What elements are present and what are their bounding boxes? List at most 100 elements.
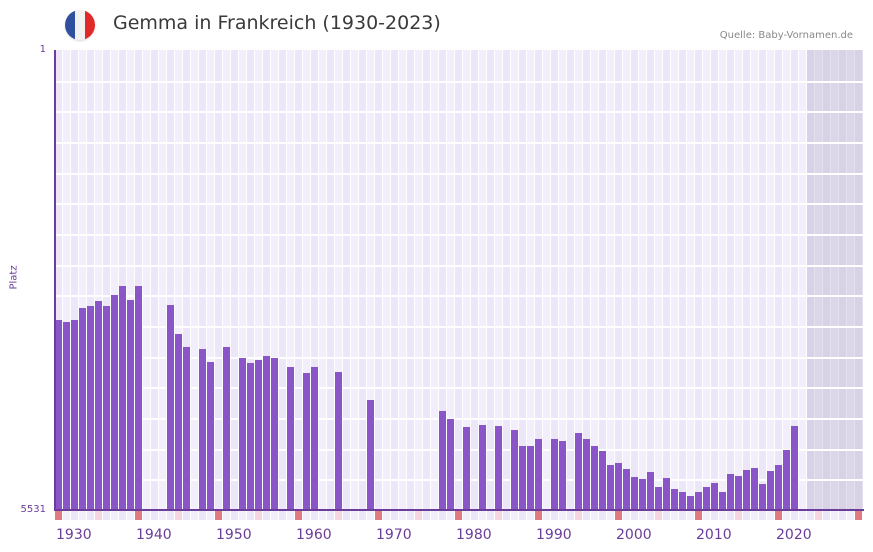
bar-1955[interactable] <box>255 360 262 510</box>
bar-1939[interactable] <box>127 299 134 510</box>
bar-1940[interactable] <box>135 286 142 510</box>
bar-1933[interactable] <box>79 308 86 510</box>
decade-marker <box>695 511 702 520</box>
bar-1987[interactable] <box>511 429 518 510</box>
bar-1969[interactable] <box>367 400 374 510</box>
bar-1979[interactable] <box>447 419 454 510</box>
bar-1989[interactable] <box>527 446 534 510</box>
x-axis-label: 1980 <box>456 527 492 543</box>
bar-2020[interactable] <box>775 465 782 510</box>
bar-2017[interactable] <box>751 468 758 510</box>
bar-1936[interactable] <box>103 306 110 510</box>
grid-column <box>231 50 238 510</box>
bar-1990[interactable] <box>535 439 542 510</box>
year-marker <box>807 511 814 520</box>
bar-1951[interactable] <box>223 346 230 510</box>
bar-1937[interactable] <box>111 294 118 510</box>
bar-1938[interactable] <box>119 286 126 510</box>
bar-1995[interactable] <box>575 432 582 510</box>
bar-1956[interactable] <box>263 356 270 510</box>
bar-1997[interactable] <box>591 446 598 510</box>
bar-1959[interactable] <box>287 367 294 510</box>
bar-1931[interactable] <box>63 322 70 510</box>
bar-1930[interactable] <box>55 320 62 510</box>
bar-2012[interactable] <box>711 482 718 510</box>
bar-1965[interactable] <box>335 372 342 510</box>
bar-2010[interactable] <box>695 491 702 510</box>
bar-1996[interactable] <box>583 439 590 510</box>
bar-2008[interactable] <box>679 491 686 510</box>
year-marker <box>727 511 734 520</box>
bar-1988[interactable] <box>519 446 526 510</box>
bar-1945[interactable] <box>175 334 182 510</box>
bar-2022[interactable] <box>791 426 798 510</box>
bar-1981[interactable] <box>463 426 470 510</box>
bar-1998[interactable] <box>599 451 606 510</box>
grid-column <box>439 50 446 510</box>
bar-2007[interactable] <box>671 488 678 510</box>
bar-2021[interactable] <box>783 450 790 510</box>
bar-1978[interactable] <box>439 411 446 510</box>
decade-marker <box>455 511 462 520</box>
bar-1985[interactable] <box>495 426 502 510</box>
bar-1934[interactable] <box>87 306 94 510</box>
grid-column <box>575 50 582 510</box>
bar-1999[interactable] <box>607 465 614 510</box>
grid-column <box>847 50 854 510</box>
bar-1992[interactable] <box>551 439 558 510</box>
bar-2009[interactable] <box>687 495 694 510</box>
grid-column <box>399 50 406 510</box>
bar-1993[interactable] <box>559 441 566 510</box>
grid-column <box>319 50 326 510</box>
bar-2000[interactable] <box>615 463 622 510</box>
bar-2016[interactable] <box>743 470 750 510</box>
grid-column <box>351 50 358 510</box>
year-marker <box>63 511 70 520</box>
year-marker <box>71 511 78 520</box>
grid-column <box>807 50 814 510</box>
grid-column <box>343 50 350 510</box>
bar-1946[interactable] <box>183 346 190 510</box>
bar-2013[interactable] <box>719 491 726 510</box>
year-marker-strip <box>55 511 863 520</box>
bar-2015[interactable] <box>735 475 742 510</box>
year-marker <box>167 511 174 520</box>
bar-1948[interactable] <box>199 348 206 510</box>
bar-1983[interactable] <box>479 425 486 510</box>
bar-2003[interactable] <box>639 478 646 510</box>
bar-1961[interactable] <box>303 373 310 510</box>
bar-2004[interactable] <box>647 472 654 510</box>
grid-column <box>663 50 670 510</box>
bar-2011[interactable] <box>703 486 710 510</box>
grid-column <box>247 50 254 510</box>
year-marker <box>127 511 134 520</box>
bar-1953[interactable] <box>239 358 246 510</box>
y-axis-bottom-label: 5531 <box>20 504 46 515</box>
half-decade-marker <box>735 511 742 520</box>
grid-column <box>767 50 774 510</box>
year-marker <box>823 511 830 520</box>
bar-1962[interactable] <box>311 367 318 510</box>
year-marker <box>423 511 430 520</box>
year-marker <box>359 511 366 520</box>
bar-1935[interactable] <box>95 300 102 510</box>
bar-1932[interactable] <box>71 320 78 510</box>
bar-2002[interactable] <box>631 476 638 510</box>
grid-column <box>55 50 62 510</box>
grid-column <box>143 50 150 510</box>
bar-1957[interactable] <box>271 358 278 510</box>
bar-2018[interactable] <box>759 483 766 510</box>
bar-1954[interactable] <box>247 363 254 510</box>
grid-column <box>223 50 230 510</box>
bar-1944[interactable] <box>167 305 174 510</box>
year-marker <box>351 511 358 520</box>
grid-column <box>615 50 622 510</box>
bar-2005[interactable] <box>655 486 662 510</box>
bar-2019[interactable] <box>767 471 774 510</box>
bar-2006[interactable] <box>663 477 670 510</box>
year-marker <box>463 511 470 520</box>
bar-2001[interactable] <box>623 469 630 510</box>
bar-2014[interactable] <box>727 473 734 510</box>
grid-column <box>215 50 222 510</box>
bar-1949[interactable] <box>207 362 214 510</box>
